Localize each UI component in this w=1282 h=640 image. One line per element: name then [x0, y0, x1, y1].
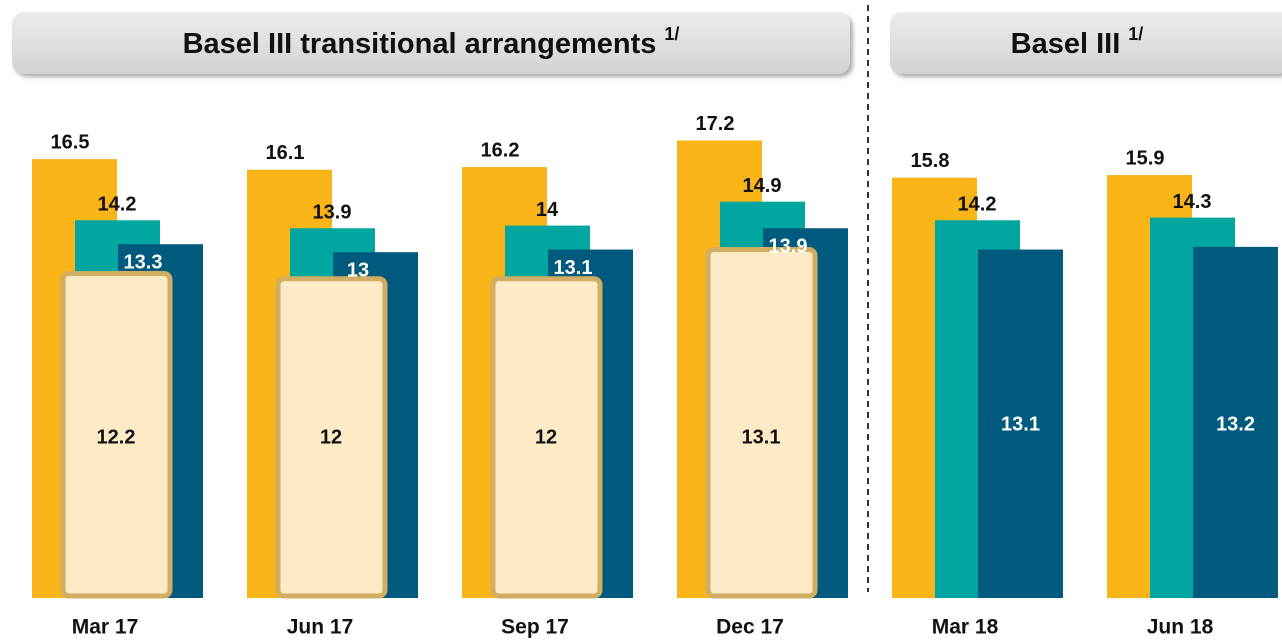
x-tick-label: Jun 17 — [287, 616, 354, 639]
x-tick-label: Jun 18 — [1147, 616, 1214, 639]
bar — [978, 249, 1063, 599]
value-label: 13.3 — [124, 252, 163, 274]
value-label: 17.2 — [696, 113, 735, 135]
overlay-label: 13.1 — [742, 426, 781, 448]
bar — [1193, 246, 1278, 598]
section-note: 1/ — [664, 24, 679, 44]
value-label: 13.1 — [1001, 413, 1040, 435]
section-title: Basel III transitional arrangements 1/ — [183, 24, 680, 60]
value-label: 13 — [347, 259, 369, 281]
section-title: Basel III 1/ — [1011, 24, 1144, 60]
value-label: 16.5 — [51, 131, 90, 153]
overlay-bar — [705, 247, 818, 599]
x-tick-label: Sep 17 — [501, 616, 569, 639]
value-label: 13.2 — [1216, 413, 1255, 435]
x-tick-label: Mar 17 — [72, 616, 139, 639]
value-label: 16.1 — [266, 142, 305, 164]
value-label: 15.8 — [911, 150, 950, 172]
overlay-bar — [60, 270, 173, 599]
value-label: 14 — [536, 199, 559, 221]
value-label: 14.2 — [98, 194, 137, 216]
value-label: 15.9 — [1126, 147, 1165, 169]
x-tick-label: Mar 18 — [932, 616, 999, 639]
x-tick-label: Dec 17 — [716, 616, 784, 639]
overlay-bar — [490, 276, 603, 599]
section-header — [890, 12, 1282, 74]
value-label: 14.3 — [1173, 191, 1212, 213]
value-label: 14.9 — [743, 175, 782, 197]
value-label: 16.2 — [481, 139, 520, 161]
overlay-label: 12.2 — [97, 426, 136, 448]
overlay-label: 12 — [535, 426, 557, 448]
overlay-label: 12 — [320, 426, 342, 448]
value-label: 13.9 — [769, 236, 808, 258]
section-title-text: Basel III transitional arrangements — [183, 28, 657, 60]
value-label: 14.2 — [958, 194, 997, 216]
value-label: 13.9 — [313, 202, 352, 224]
section-header — [12, 12, 850, 74]
section-note: 1/ — [1128, 24, 1143, 44]
overlay-bar — [275, 276, 388, 599]
section-title-text: Basel III — [1011, 28, 1121, 60]
value-label: 13.1 — [554, 257, 593, 279]
